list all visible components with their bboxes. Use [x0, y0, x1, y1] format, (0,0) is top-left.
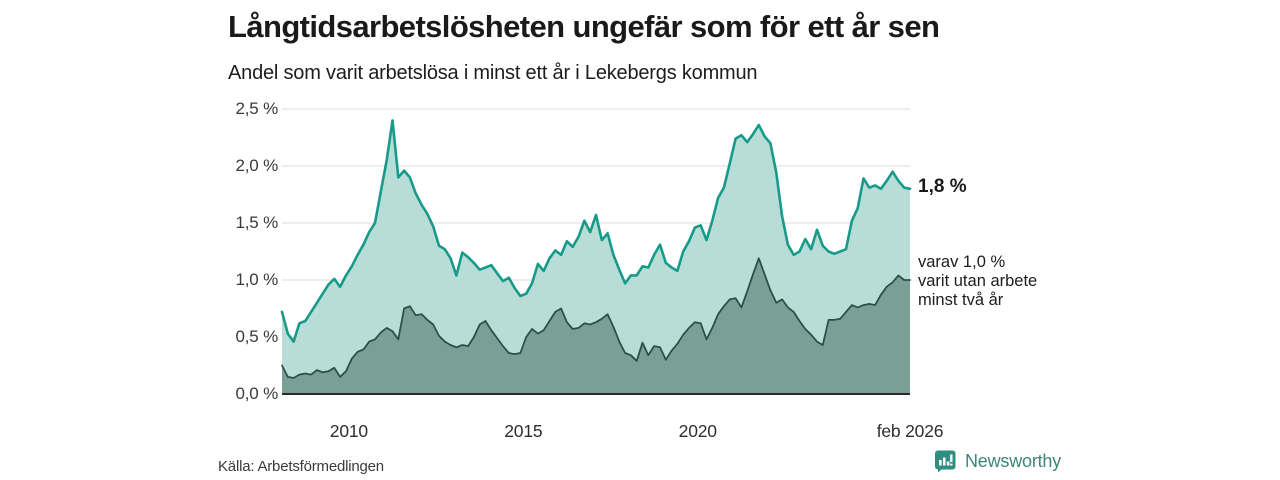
- brand-logo: Newsworthy: [933, 449, 1061, 473]
- chart-title: Långtidsarbetslösheten ungefär som för e…: [228, 9, 940, 44]
- latest-value-label: 1,8 %: [918, 176, 967, 197]
- y-tick-label: 0,0 %: [235, 384, 279, 403]
- chart-subtitle: Andel som varit arbetslösa i minst ett å…: [228, 62, 758, 84]
- x-tick-label: 2010: [329, 421, 368, 441]
- newsworthy-icon: [935, 450, 956, 473]
- x-tick-label: feb 2026: [876, 421, 944, 441]
- y-tick-label: 1,5 %: [235, 213, 279, 232]
- y-tick-label: 1,0 %: [235, 270, 279, 289]
- two-year-value-label: varav 1,0 % varit utan arbete minst två …: [918, 253, 1038, 309]
- x-tick-label: 2015: [504, 421, 543, 441]
- y-tick-label: 2,5 %: [235, 99, 279, 118]
- brand-name: Newsworthy: [965, 450, 1062, 471]
- source-note: Källa: Arbetsförmedlingen: [218, 458, 384, 475]
- y-tick-label: 2,0 %: [235, 156, 279, 175]
- x-tick-label: 2020: [678, 421, 717, 441]
- y-tick-label: 0,5 %: [235, 327, 279, 346]
